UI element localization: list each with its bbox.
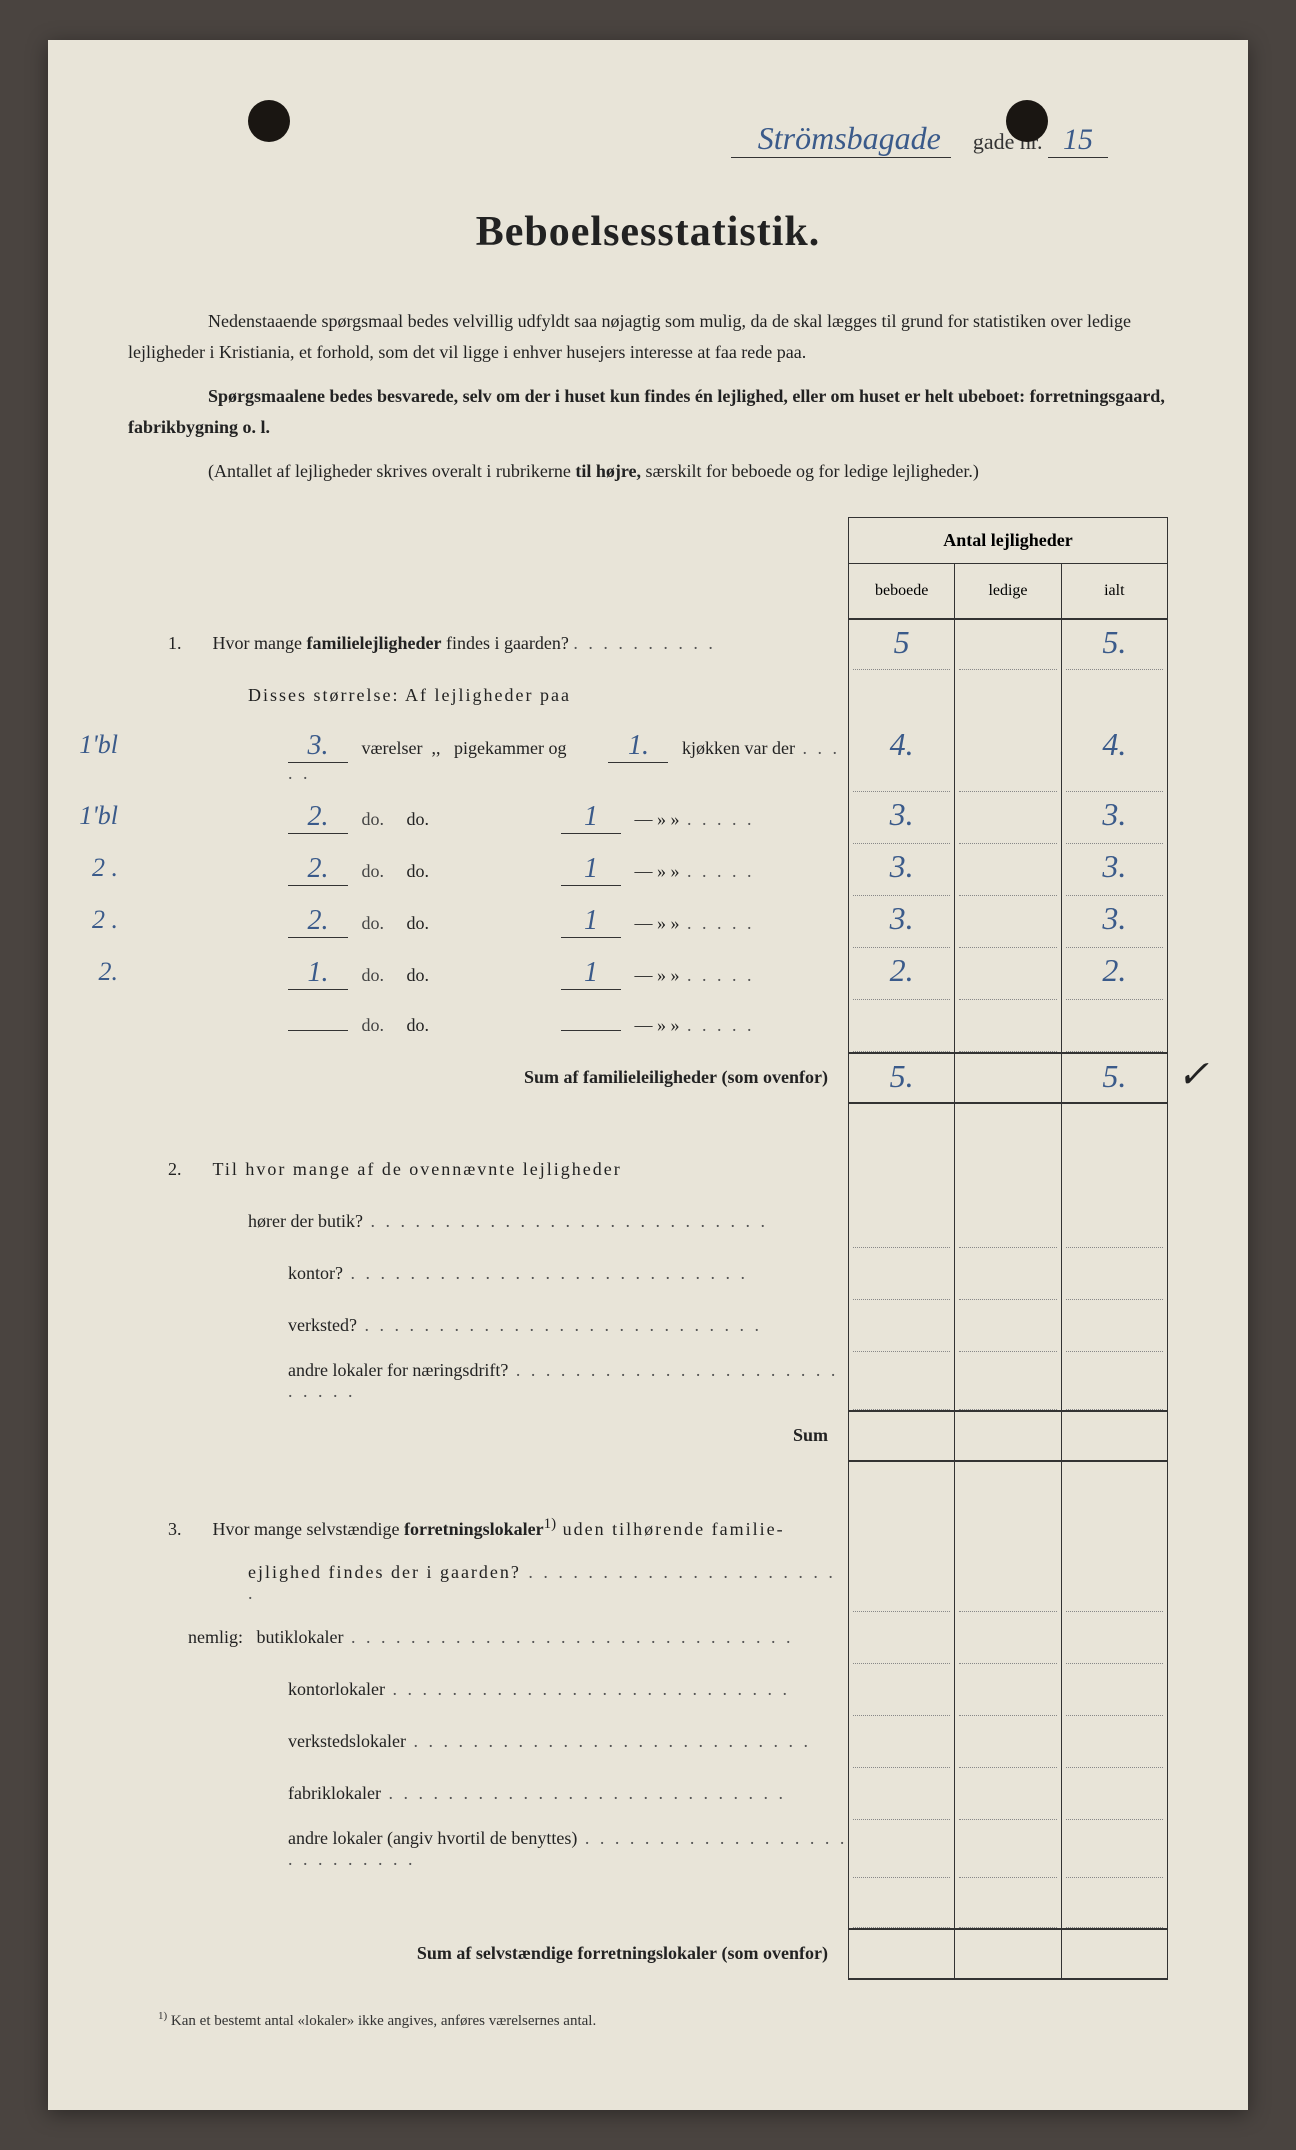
punch-hole-right <box>1006 100 1048 142</box>
q1-sum-beboede: 5. <box>849 1054 955 1102</box>
q3-row-2: ejlighed findes der i gaarden? . . . . .… <box>128 1554 1168 1612</box>
q2-row: 2. Til hvor mange af de ovennævnte lejli… <box>128 1144 1168 1196</box>
margin-note: 1'bl <box>58 730 118 760</box>
kjokken-value: 1. <box>608 730 668 763</box>
intro-p1: Nedenstaaende spørgsmaal bedes velvillig… <box>128 306 1168 367</box>
page-title: Beboelsesstatistik. <box>128 208 1168 256</box>
q3-sub-row: verkstedslokaler . . . . . . . . . . . .… <box>128 1716 1168 1768</box>
th-col-beboede: beboede <box>849 564 955 618</box>
q2-sub-row: kontor? . . . . . . . . . . . . . . . . … <box>128 1248 1168 1300</box>
margin-note: 2 . <box>58 853 118 883</box>
q2-sub-row: andre lokaler for næringsdrift? . . . . … <box>128 1352 1168 1410</box>
q1-sum-ledige <box>955 1054 1061 1102</box>
cell-ialt: 3. <box>1062 844 1167 896</box>
table-header: Antal lejligheder beboede ledige ialt <box>128 517 1168 618</box>
q2-sub-row: hører der butik? . . . . . . . . . . . .… <box>128 1196 1168 1248</box>
q1-num: 1. <box>168 633 208 654</box>
q2-sum-row: Sum <box>128 1410 1168 1462</box>
kjokken-value: 1 <box>561 957 621 990</box>
cell-ialt: 3. <box>1062 792 1167 844</box>
q2-num: 2. <box>168 1159 208 1180</box>
cell-ledige <box>955 896 1061 948</box>
margin-note: 1'bl <box>58 801 118 831</box>
th-col-ledige: ledige <box>955 564 1061 618</box>
kjokken-value: 1 <box>561 801 621 834</box>
cell-beboede: 3. <box>849 792 955 844</box>
q1-size-row: 1'bl 3. værelser ,, pigekammer og 1. kjø… <box>128 722 1168 792</box>
cell-beboede <box>849 1000 955 1052</box>
q1-sum-ialt: 5. ✓ <box>1062 1054 1167 1102</box>
q3-sub-row: kontorlokaler . . . . . . . . . . . . . … <box>128 1664 1168 1716</box>
cell-ialt: 2. <box>1062 948 1167 1000</box>
kjokken-value: 1 <box>561 853 621 886</box>
vaerelser-value: 2. <box>288 905 348 938</box>
q1-size-row: 2 . 2. do. do. 1 — » » . . . . . 3. 3. <box>128 896 1168 948</box>
footnote: 1) Kan et bestemt antal «lokaler» ikke a… <box>128 2010 1168 2030</box>
q1-row: 1. Hvor mange familielejligheder findes … <box>128 618 1168 670</box>
intro-p2: Spørgsmaalene bedes besvarede, selv om d… <box>128 381 1168 442</box>
vaerelser-value: 2. <box>288 853 348 886</box>
vaerelser-value <box>288 1030 348 1031</box>
intro-p3: (Antallet af lejligheder skrives overalt… <box>128 456 1168 487</box>
q1-ialt: 5. <box>1062 620 1167 670</box>
vaerelser-value: 3. <box>288 730 348 763</box>
cell-beboede: 4. <box>849 722 955 792</box>
q1-size-row: 2 . 2. do. do. 1 — » » . . . . . 3. 3. <box>128 844 1168 896</box>
vaerelser-value: 1. <box>288 957 348 990</box>
kjokken-value: 1 <box>561 905 621 938</box>
q1-size-row: do. do. — » » . . . . . <box>128 1000 1168 1052</box>
q3-sub-row: fabriklokaler . . . . . . . . . . . . . … <box>128 1768 1168 1820</box>
cell-ledige <box>955 1000 1061 1052</box>
punch-hole-left <box>248 100 290 142</box>
th-title: Antal lejligheder <box>849 518 1167 564</box>
cell-beboede: 3. <box>849 844 955 896</box>
q3-sub-row: andre lokaler (angiv hvortil de benyttes… <box>128 1820 1168 1878</box>
cell-ledige <box>955 792 1061 844</box>
cell-ialt <box>1062 1000 1167 1052</box>
q3-nemlig: nemlig: butiklokaler . . . . . . . . . .… <box>128 1612 1168 1664</box>
th-col-ialt: ialt <box>1062 564 1167 618</box>
q3-sum-row: Sum af selvstændige forretningslokaler (… <box>128 1928 1168 1980</box>
cell-beboede: 2. <box>849 948 955 1000</box>
cell-ledige <box>955 844 1061 896</box>
q1-size-row: 2. 1. do. do. 1 — » » . . . . . 2. 2. <box>128 948 1168 1000</box>
q1-sub-label: Disses størrelse: Af lejligheder paa <box>128 670 1168 722</box>
q1-beboede: 5 <box>849 620 955 670</box>
q1-size-row: 1'bl 2. do. do. 1 — » » . . . . . 3. 3. <box>128 792 1168 844</box>
cell-ledige <box>955 722 1061 792</box>
q3-num: 3. <box>168 1519 208 1540</box>
q3-row: 3. Hvor mange selvstændige forretningslo… <box>128 1502 1168 1554</box>
street-name: Strömsbagade <box>731 120 951 158</box>
q2-sub-row: verksted? . . . . . . . . . . . . . . . … <box>128 1300 1168 1352</box>
kjokken-value <box>561 1030 621 1031</box>
cell-beboede: 3. <box>849 896 955 948</box>
document-page: Strömsbagade gade nr. 15 Beboelsesstatis… <box>48 40 1248 2110</box>
q1-sum-row: Sum af familieleiligheder (som ovenfor) … <box>128 1052 1168 1104</box>
cell-ialt: 4. <box>1062 722 1167 792</box>
cell-ialt: 3. <box>1062 896 1167 948</box>
margin-note: 2. <box>58 957 118 987</box>
q1-ledige <box>955 620 1061 670</box>
cell-ledige <box>955 948 1061 1000</box>
vaerelser-value: 2. <box>288 801 348 834</box>
gade-nr: 15 <box>1048 123 1108 158</box>
checkmark-icon: ✓ <box>1177 1052 1209 1097</box>
margin-note: 2 . <box>58 905 118 935</box>
